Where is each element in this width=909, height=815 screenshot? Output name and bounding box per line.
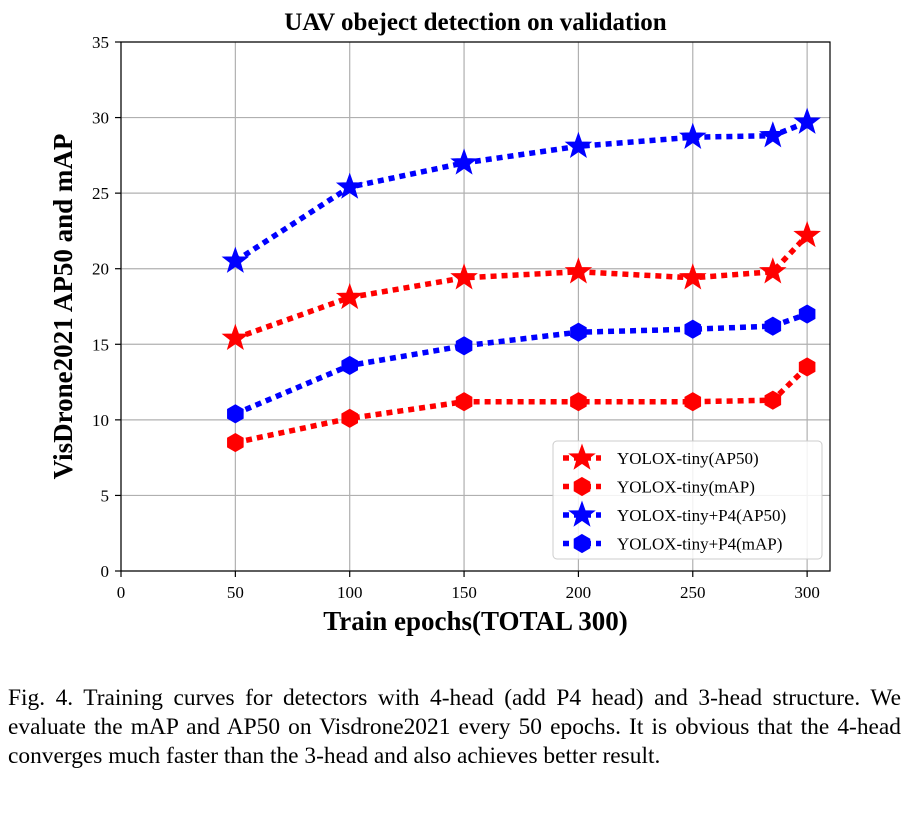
series-line [234, 233, 810, 341]
legend-label: YOLOX-tiny+P4(AP50) [617, 506, 786, 525]
x-tick-label: 0 [117, 583, 126, 602]
data-point [759, 121, 787, 148]
data-point [684, 392, 702, 412]
data-point [793, 220, 821, 248]
x-axis-label: Train epochs(TOTAL 300) [323, 606, 628, 636]
legend-item: YOLOX-tiny+P4(mAP) [563, 533, 782, 554]
chart-title: UAV obeject detection on validation [284, 9, 666, 36]
legend-label: YOLOX-tiny(mAP) [617, 478, 755, 497]
data-point [764, 316, 782, 336]
data-point [335, 172, 364, 199]
data-point [764, 390, 782, 410]
figure-caption: Fig. 4. Training curves for detectors wi… [8, 685, 901, 769]
series-layer [221, 107, 821, 453]
tick-layer: 0 50 100 150 200 250 300 0 5 10 15 20 25 30 35 [92, 33, 820, 602]
series-0 [221, 220, 821, 350]
series-3 [227, 304, 816, 424]
y-axis-label: VisDrone2021 AP50 and mAP [48, 134, 78, 480]
data-point [564, 131, 593, 159]
y-tick-label: 20 [92, 260, 109, 279]
x-tick-label: 100 [337, 583, 363, 602]
y-tick-label: 15 [92, 335, 109, 354]
data-point [450, 263, 478, 290]
x-tick-label: 150 [451, 583, 477, 602]
legend-marker [568, 443, 596, 470]
series-2 [221, 107, 821, 273]
legend: YOLOX-tiny(AP50) YOLOX-tiny(mAP) YOLOX-tin… [552, 440, 823, 560]
y-tick-label: 30 [92, 109, 109, 128]
legend-label: YOLOX-tiny(AP50) [617, 449, 759, 468]
legend-marker [573, 533, 591, 554]
data-point [227, 432, 244, 453]
data-point [793, 107, 821, 134]
x-tick-label: 200 [566, 583, 592, 602]
legend-box [552, 440, 823, 560]
legend-marker [568, 500, 596, 527]
data-point [227, 404, 244, 424]
x-tick-label: 50 [227, 583, 244, 602]
data-point [570, 392, 587, 412]
y-tick-label: 5 [101, 486, 110, 505]
data-point [678, 263, 707, 290]
y-tick-label: 0 [101, 562, 110, 581]
series-1 [227, 357, 816, 453]
legend-label: YOLOX-tiny+P4(mAP) [617, 535, 782, 554]
data-point [221, 246, 250, 273]
legend-item: YOLOX-tiny(mAP) [563, 476, 755, 497]
y-tick-label: 25 [92, 184, 109, 203]
legend-item: YOLOX-tiny+P4(AP50) [563, 500, 786, 527]
data-point [221, 323, 250, 350]
data-point [455, 392, 473, 412]
x-tick-label: 250 [680, 583, 706, 602]
line-chart: 0 50 100 150 200 250 300 0 5 10 15 20 25 30 35 UAV obe… [48, 9, 831, 636]
x-tick-label: 300 [794, 583, 820, 602]
data-point [450, 148, 478, 175]
data-point [564, 257, 593, 284]
plot-frame [120, 41, 831, 572]
data-point [455, 336, 473, 356]
y-tick-label: 35 [92, 33, 109, 52]
chart-figure: 0 50 100 150 200 250 300 0 5 10 15 20 25 30 35 UAV obe… [48, 9, 831, 636]
y-tick-label: 10 [92, 411, 109, 430]
data-point [759, 257, 787, 284]
data-point [335, 282, 364, 310]
legend-item: YOLOX-tiny(AP50) [563, 443, 759, 470]
data-point [798, 304, 816, 324]
data-point [570, 322, 587, 342]
data-point [798, 357, 816, 377]
data-point [341, 355, 358, 376]
data-point [684, 319, 702, 339]
data-point [678, 122, 707, 149]
series-line [233, 119, 809, 264]
legend-marker [573, 476, 591, 497]
data-point [341, 408, 358, 428]
